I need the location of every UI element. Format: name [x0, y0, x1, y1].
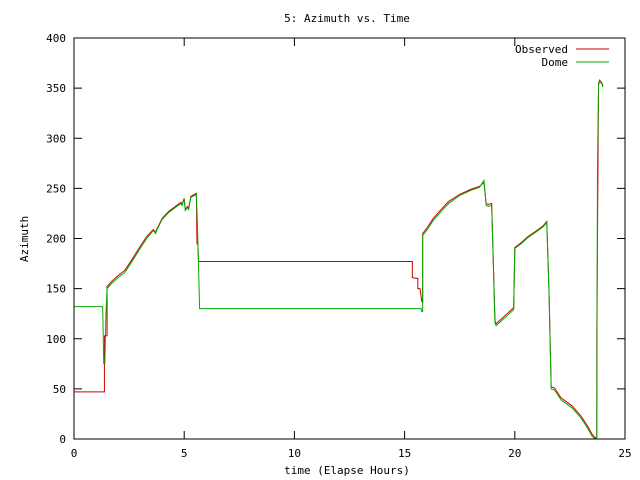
- y-tick-label: 250: [46, 182, 66, 195]
- x-tick-label: 0: [71, 447, 78, 460]
- x-tick-label: 5: [181, 447, 188, 460]
- y-tick-label: 300: [46, 132, 66, 145]
- y-axis-label: Azimuth: [18, 216, 31, 262]
- y-tick-label: 50: [53, 383, 66, 396]
- legend-label-dome: Dome: [542, 56, 569, 69]
- x-axis-label: time (Elapse Hours): [284, 464, 410, 477]
- y-tick-label: 0: [59, 433, 66, 446]
- series-layer: [74, 79, 604, 439]
- x-tick-label: 25: [618, 447, 631, 460]
- x-tick-label: 15: [398, 447, 411, 460]
- y-tick-label: 150: [46, 283, 66, 296]
- y-tick-label: 100: [46, 333, 66, 346]
- chart-title: 5: Azimuth vs. Time: [284, 12, 410, 25]
- plot-border: [73, 37, 626, 440]
- x-axis: 0 5 10 15 20 25: [71, 38, 632, 460]
- y-tick-label: 400: [46, 32, 66, 45]
- series-line-observed: [74, 79, 604, 439]
- y-tick-label: 200: [46, 233, 66, 246]
- y-axis: 0 50 100 150 200 250 300 350 400: [46, 32, 625, 446]
- x-tick-label: 20: [508, 447, 521, 460]
- y-tick-label: 350: [46, 82, 66, 95]
- series-line-dome: [74, 79, 604, 439]
- x-tick-label: 10: [288, 447, 301, 460]
- legend-label-observed: Observed: [515, 43, 568, 56]
